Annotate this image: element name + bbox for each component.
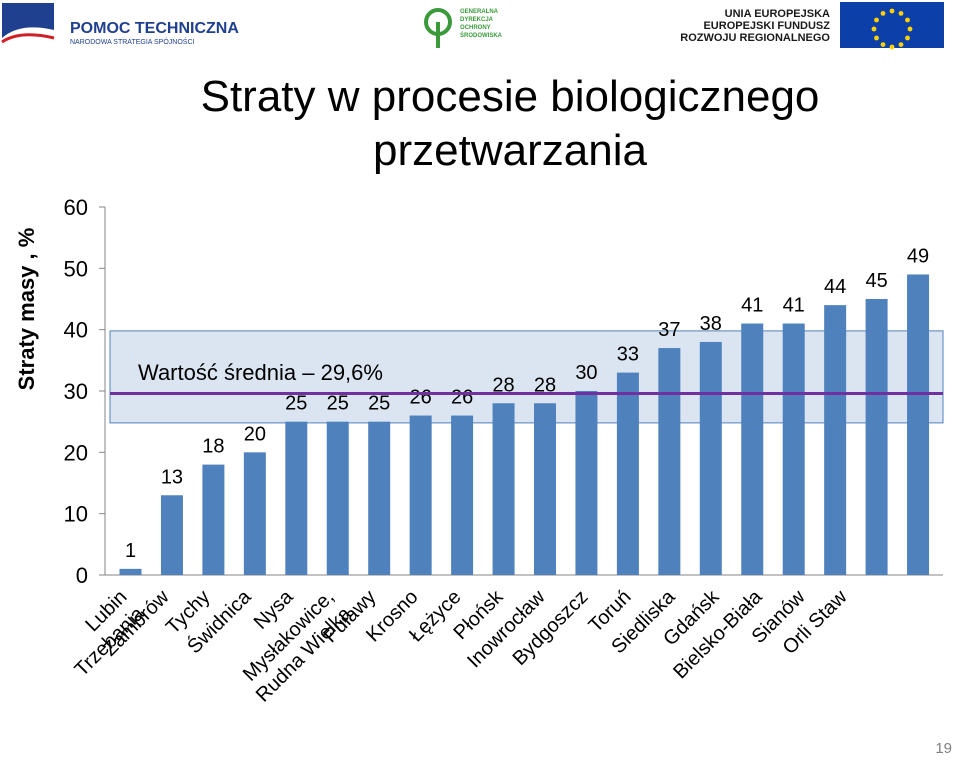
data-label: 18	[202, 436, 224, 458]
bar	[575, 391, 598, 575]
data-label: 25	[368, 393, 390, 415]
bar	[285, 421, 308, 575]
gdos-line-2: DYREKCJA	[460, 17, 494, 23]
mean-label: Wartość średnia – 29,6%	[138, 360, 383, 385]
bar	[243, 452, 266, 575]
flag-wave-shape	[2, 27, 54, 49]
pomoc-techniczna-logo: POMOC TECHNICZNA NARODOWA STRATEGIA SPÓJ…	[1, 3, 239, 49]
bar	[699, 341, 722, 575]
data-label: 30	[575, 362, 597, 384]
gdos-logo: GENERALNA DYREKCJA OCHRONY ŚRODOWISKA	[424, 8, 503, 48]
eu-line-2: EUROPEJSKI FUNDUSZ	[703, 20, 830, 32]
axis-layer: 0 10 20 30 40 50 60	[64, 195, 943, 588]
data-label: 44	[824, 276, 846, 298]
bar	[492, 403, 515, 575]
data-label: 26	[410, 387, 432, 409]
data-label: 41	[783, 295, 805, 317]
bar	[368, 421, 391, 575]
category-layer: LubinTrzebaniaZambrówTychyŚwidnicaNysaMy…	[71, 584, 852, 707]
label-layer: 1 13 18 20 25 25 25 26 26 28 28 30 33 37 38 41 41 44 45 49	[125, 245, 929, 561]
bar	[451, 415, 474, 575]
mean-layer: Wartość średnia – 29,6%	[110, 360, 943, 395]
bar	[409, 415, 432, 575]
bar	[534, 403, 556, 575]
bar	[119, 568, 142, 575]
bar	[326, 421, 349, 575]
data-label: 45	[865, 270, 887, 292]
eu-line-3: ROZWOJU REGIONALNEGO	[680, 32, 830, 44]
data-label: 1	[125, 540, 136, 562]
data-label: 26	[451, 387, 473, 409]
stem-shape	[436, 22, 440, 48]
bar	[782, 323, 805, 575]
logo-brand-text: POMOC TECHNICZNA	[70, 20, 239, 37]
data-label: 37	[658, 319, 680, 341]
bar	[616, 372, 639, 575]
logo-bar: POMOC TECHNICZNA NARODOWA STRATEGIA SPÓJ…	[0, 0, 960, 54]
flag-stripe	[1, 33, 55, 44]
y-tick-label: 0	[76, 563, 88, 588]
gdos-line-1: GENERALNA	[460, 9, 499, 15]
y-tick-label: 10	[64, 502, 88, 527]
bar	[658, 348, 681, 575]
y-tick-label: 50	[64, 256, 88, 281]
logo-sub-text: NARODOWA STRATEGIA SPÓJNOŚCI	[70, 37, 195, 46]
title-line-1: Straty w procesie biologicznego	[200, 72, 820, 121]
y-tick-label: 30	[64, 379, 88, 404]
bar	[741, 323, 764, 575]
chart-title: Straty w procesie biologicznego przetwar…	[150, 70, 870, 178]
data-label: 25	[285, 393, 307, 415]
data-label: 25	[327, 393, 349, 415]
page-number: 19	[935, 740, 952, 757]
gdos-line-3: OCHRONY	[460, 25, 491, 31]
data-label: 49	[907, 245, 929, 267]
gdos-line-4: ŚRODOWISKA	[460, 32, 503, 39]
bar	[824, 305, 847, 575]
y-tick-label: 40	[64, 318, 88, 343]
data-label: 38	[700, 313, 722, 335]
eu-logo: UNIA EUROPEJSKA EUROPEJSKI FUNDUSZ ROZWO…	[680, 2, 944, 50]
eu-line-1: UNIA EUROPEJSKA	[725, 8, 830, 20]
bar-layer	[119, 274, 930, 575]
data-label: 41	[741, 295, 763, 317]
data-label: 20	[244, 423, 266, 445]
data-label: 28	[492, 374, 514, 396]
data-label: 33	[617, 344, 639, 366]
y-tick-label: 20	[64, 440, 88, 465]
data-label: 28	[534, 374, 556, 396]
title-line-2: przetwarzania	[373, 126, 647, 175]
bar	[160, 495, 183, 575]
eu-stars	[871, 8, 913, 50]
bar	[865, 299, 888, 575]
data-label: 13	[161, 466, 183, 488]
bar	[202, 464, 225, 575]
y-tick-label: 60	[64, 195, 88, 220]
bar	[907, 274, 930, 575]
